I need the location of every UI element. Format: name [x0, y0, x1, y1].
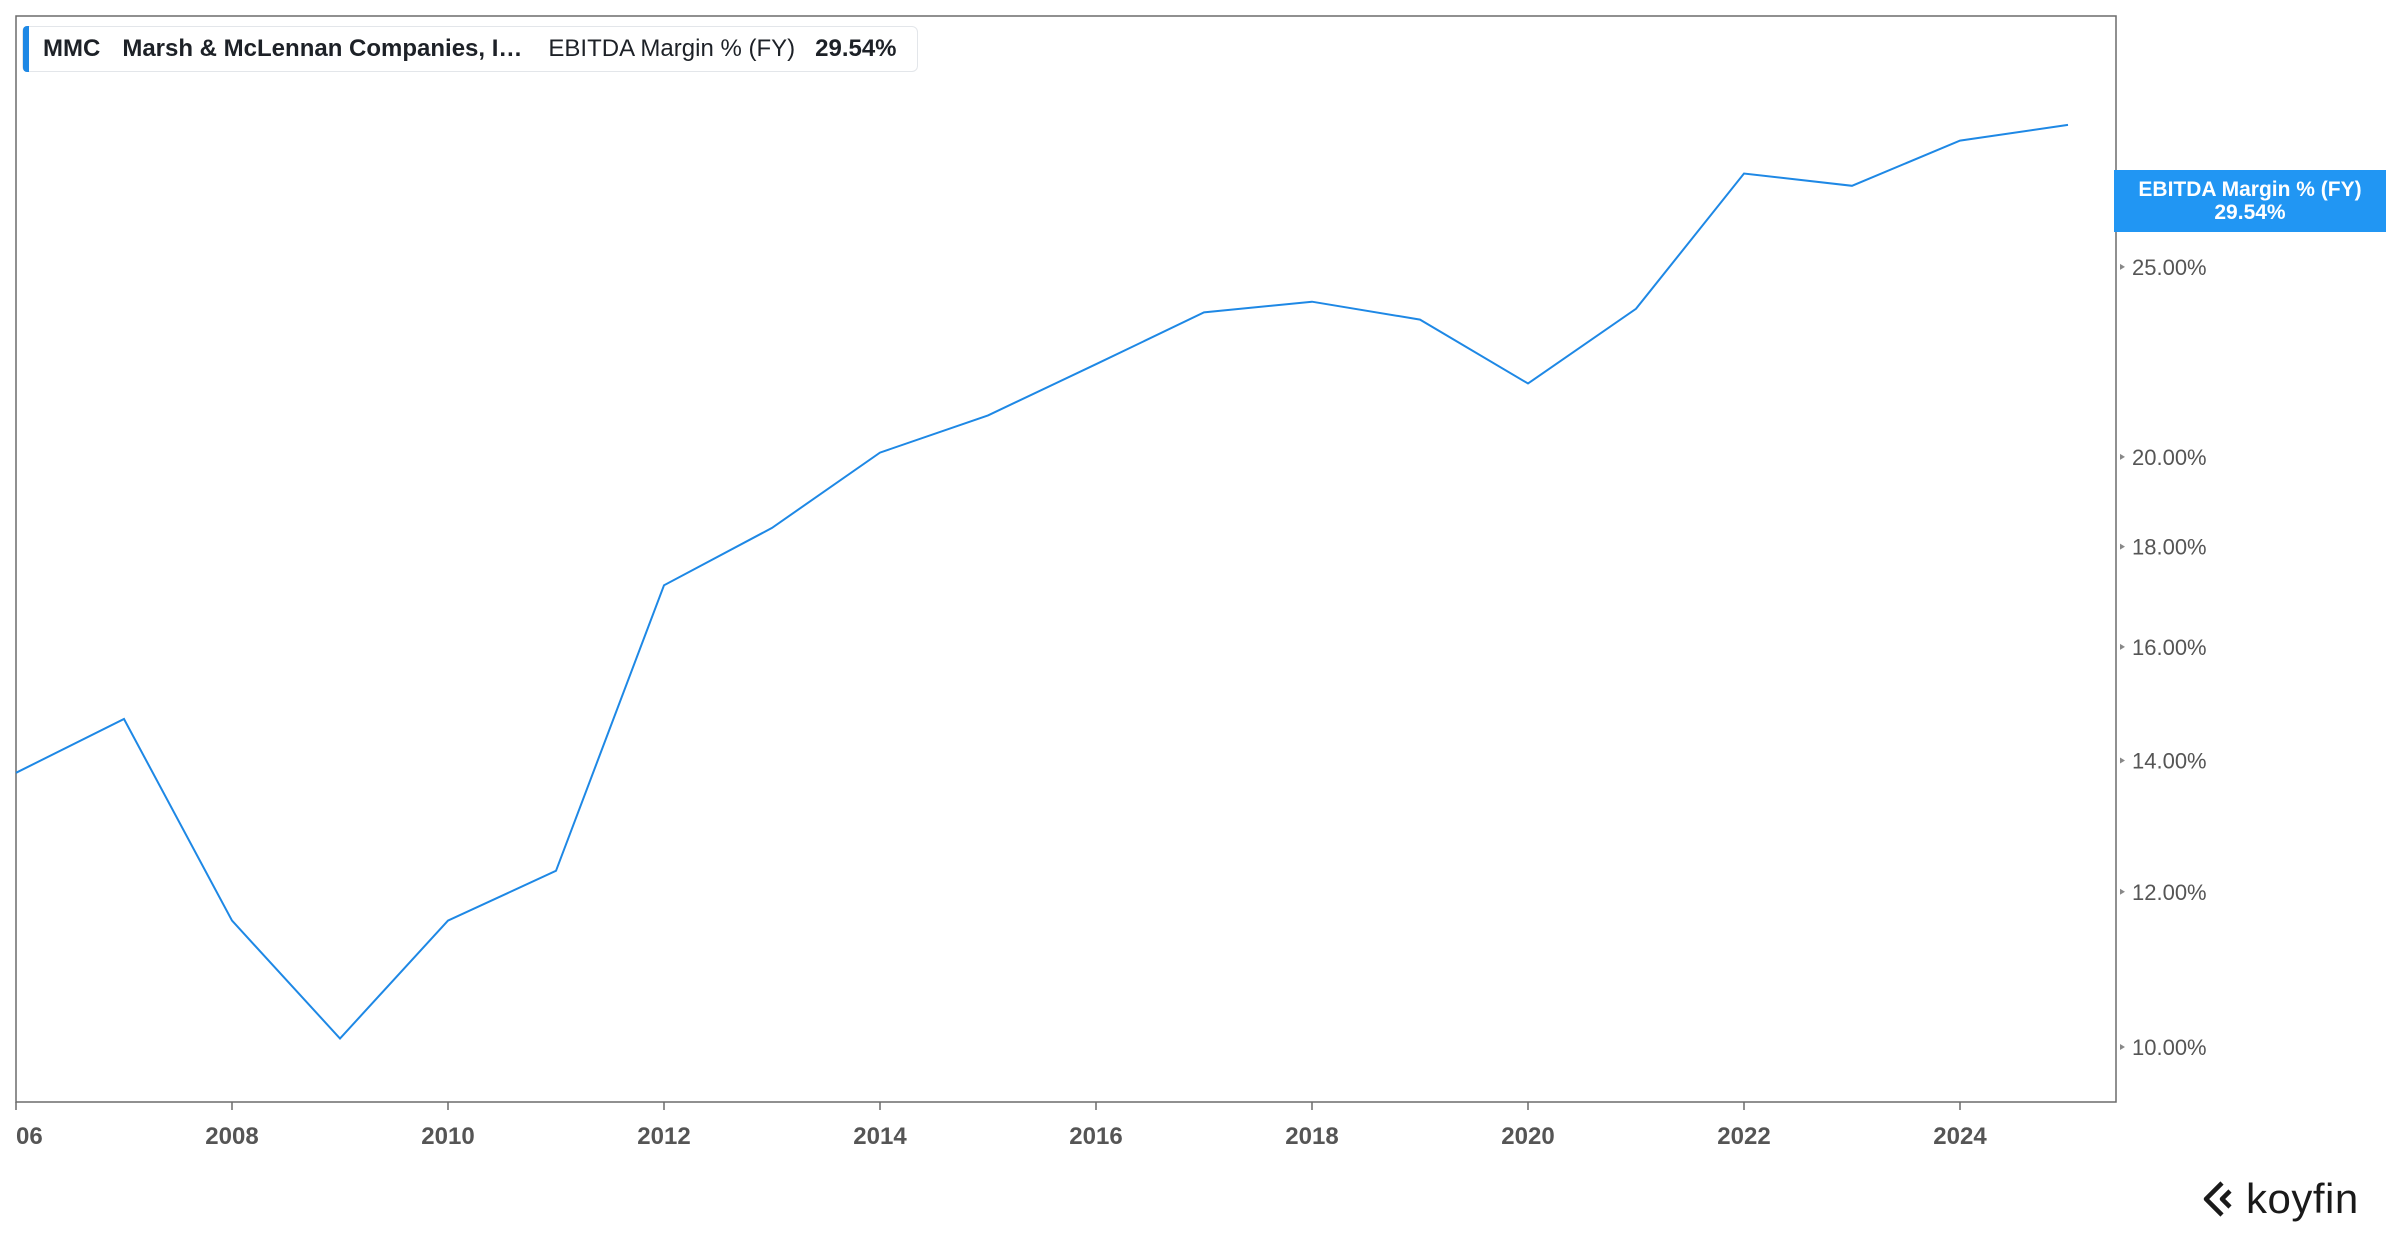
- data-point[interactable]: [2065, 122, 2071, 128]
- y-tick-mark: [2120, 757, 2125, 764]
- x-tick-label: 2012: [637, 1123, 690, 1150]
- x-tick-label: 06: [16, 1123, 43, 1150]
- data-point[interactable]: [121, 716, 127, 722]
- x-tick-label: 2018: [1285, 1123, 1338, 1150]
- y-tick-mark: [2120, 1044, 2125, 1050]
- series-line-ebitda-margin[interactable]: [15, 123, 2069, 1040]
- x-tick-label: 2022: [1717, 1123, 1770, 1150]
- y-tick-label: 25.00%: [2132, 255, 2207, 280]
- data-point[interactable]: [769, 525, 775, 531]
- data-point[interactable]: [1093, 361, 1099, 367]
- data-point[interactable]: [877, 450, 883, 456]
- legend-ticker: MMC: [43, 35, 101, 62]
- last-value-label-value: 29.54%: [2214, 201, 2286, 224]
- last-value-label-bg: [2114, 170, 2386, 232]
- series-color-swatch: [23, 26, 29, 72]
- x-tick-label: 2014: [853, 1123, 907, 1150]
- x-tick-label: 2008: [205, 1123, 258, 1150]
- legend-value: 29.54%: [815, 35, 897, 62]
- last-value-label: EBITDA Margin % (FY) 29.54%: [2114, 170, 2386, 232]
- x-tick-label: 2024: [1933, 1123, 1987, 1150]
- y-tick-mark: [2120, 643, 2125, 650]
- axis-ticks-layer: 06 2008 2010 2012 2014 2016 2018 2020 2022 2024 10…: [15, 255, 2207, 1150]
- y-tick-label: 16.00%: [2132, 635, 2207, 660]
- data-point[interactable]: [445, 918, 451, 924]
- y-tick-mark: [2120, 453, 2125, 460]
- data-point[interactable]: [985, 412, 991, 418]
- legend-box[interactable]: MMC Marsh & McLennan Companies, I… EBITD…: [22, 26, 918, 72]
- x-tick-label: 2020: [1501, 1123, 1554, 1150]
- x-tick-label: 2016: [1069, 1123, 1122, 1150]
- data-point[interactable]: [229, 918, 235, 924]
- y-tick-label: 20.00%: [2132, 445, 2207, 470]
- data-point[interactable]: [661, 582, 667, 588]
- data-point[interactable]: [1633, 306, 1639, 312]
- data-point[interactable]: [337, 1036, 343, 1042]
- data-point[interactable]: [1525, 381, 1531, 387]
- data-point[interactable]: [1309, 299, 1315, 305]
- last-value-label-metric: EBITDA Margin % (FY): [2138, 178, 2362, 201]
- legend-metric: EBITDA Margin % (FY): [548, 35, 796, 62]
- data-point[interactable]: [1957, 138, 1963, 144]
- data-point[interactable]: [1849, 183, 1855, 189]
- y-tick-label: 14.00%: [2132, 749, 2207, 774]
- legend-company: Marsh & McLennan Companies, I…: [122, 35, 523, 62]
- x-tick-label: 2010: [421, 1123, 474, 1150]
- data-point[interactable]: [1417, 317, 1423, 323]
- y-tick-mark: [2120, 263, 2125, 270]
- y-tick-mark: [2120, 888, 2125, 895]
- brand-name: koyfin: [2246, 1175, 2359, 1222]
- data-point[interactable]: [1201, 309, 1207, 315]
- data-point[interactable]: [1741, 170, 1747, 176]
- koyfin-logo: koyfin: [2200, 1175, 2359, 1223]
- y-tick-mark: [2120, 543, 2125, 550]
- data-point[interactable]: [13, 770, 19, 776]
- y-tick-label: 18.00%: [2132, 535, 2207, 560]
- y-tick-label: 10.00%: [2132, 1035, 2207, 1060]
- data-point[interactable]: [553, 868, 559, 874]
- plot-frame: [15, 15, 2117, 1103]
- koyfin-logo-icon: [2203, 1181, 2232, 1217]
- y-tick-label: 12.00%: [2132, 880, 2207, 905]
